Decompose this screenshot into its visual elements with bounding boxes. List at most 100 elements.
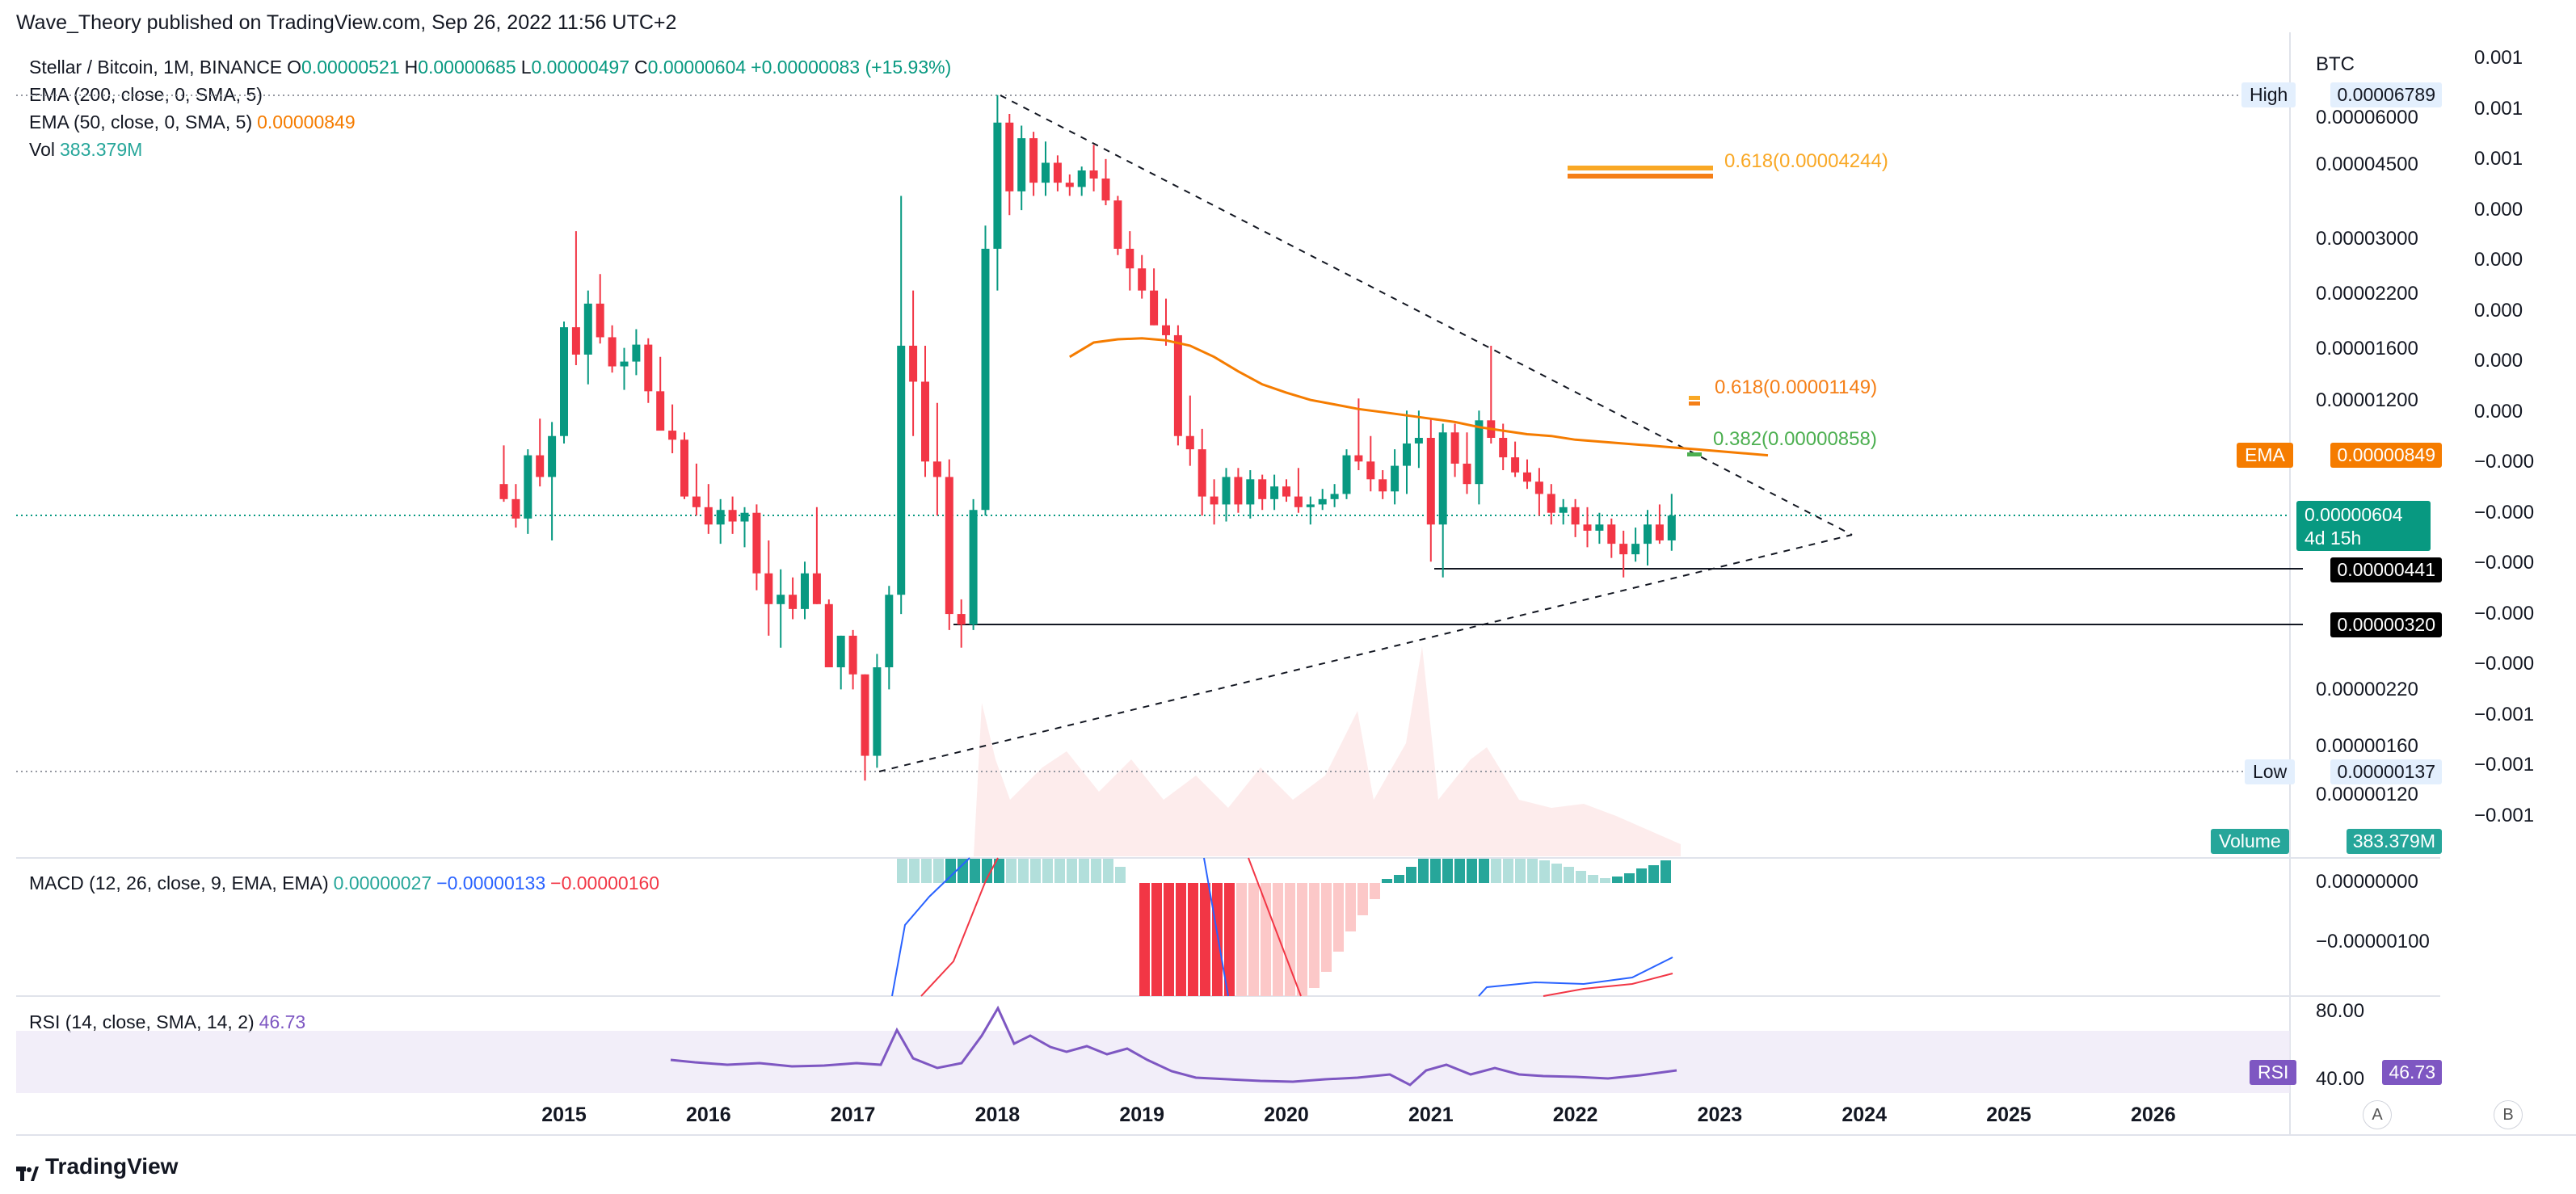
candle-body xyxy=(656,391,665,431)
macd-bar xyxy=(1261,883,1271,996)
candle xyxy=(1438,423,1447,578)
macd-bar xyxy=(1515,859,1526,883)
candle xyxy=(1475,410,1484,505)
macd-bar xyxy=(1273,883,1283,996)
candle xyxy=(824,599,833,668)
fib-top-line-2 xyxy=(1568,174,1713,179)
candle-body xyxy=(1318,498,1327,505)
macd-value-histogram: 0.00000027 xyxy=(333,872,432,893)
candle-body xyxy=(1138,268,1147,291)
macd-bar xyxy=(1139,883,1150,996)
volume-badge-name: Volume xyxy=(2211,829,2289,854)
candle xyxy=(1607,518,1616,558)
candle xyxy=(1113,195,1122,255)
candle xyxy=(499,445,508,502)
macd-bar xyxy=(1491,859,1501,883)
secondary-tick: 0.000 xyxy=(2474,299,2523,322)
candle xyxy=(1426,418,1435,562)
low-badge-name: Low xyxy=(2245,759,2296,784)
candle-body xyxy=(801,573,809,609)
candle-body xyxy=(1559,507,1568,513)
candle xyxy=(511,484,520,528)
candle-body xyxy=(740,512,749,522)
candle xyxy=(583,290,592,385)
macd-bar xyxy=(1588,875,1598,883)
price-tick: 0.00002200 xyxy=(2316,283,2418,305)
auto-scale-button[interactable]: A xyxy=(2363,1100,2392,1129)
macd-value-line: −0.00000133 xyxy=(436,872,546,893)
candle-body xyxy=(764,573,773,604)
macd-bar xyxy=(982,859,992,883)
high-label: H xyxy=(404,57,419,78)
volume-area xyxy=(974,646,1681,856)
current-price-value: 0.00000604 xyxy=(2305,504,2403,525)
log-scale-button[interactable]: B xyxy=(2494,1100,2523,1129)
candle xyxy=(848,629,857,690)
macd-tick-1: −0.00000100 xyxy=(2316,931,2430,952)
macd-bar xyxy=(1454,859,1465,883)
vol-value: 383.379M xyxy=(59,139,143,160)
year-label: 2017 xyxy=(830,1104,876,1126)
year-label: 2018 xyxy=(974,1104,1021,1126)
candle xyxy=(1017,125,1026,211)
macd-bar xyxy=(1188,883,1198,996)
candle xyxy=(752,504,761,591)
macd-bar xyxy=(1224,883,1235,996)
support2-badge: 0.00000320 xyxy=(2330,612,2442,637)
macd-line xyxy=(891,857,1673,997)
candle xyxy=(1053,155,1062,191)
fib-mid-label: 0.618(0.00001149) xyxy=(1715,376,1878,398)
macd-bar xyxy=(1636,868,1647,883)
candle-body xyxy=(1234,477,1243,505)
candle-body xyxy=(1391,465,1400,492)
candle xyxy=(1534,468,1543,516)
candle-body xyxy=(536,455,545,477)
ema50-value: 0.00000849 xyxy=(257,111,356,132)
fib-top-line-1 xyxy=(1568,166,1713,170)
candle xyxy=(1619,530,1628,578)
candle xyxy=(596,274,604,344)
candle-body xyxy=(789,595,798,609)
candle xyxy=(1270,474,1279,511)
candle-body xyxy=(945,477,953,615)
macd-bar xyxy=(1297,883,1307,996)
candle-body xyxy=(728,510,737,522)
price-tick: 0.00003000 xyxy=(2316,228,2418,250)
candle xyxy=(524,449,532,534)
macd-bar xyxy=(1394,875,1404,883)
macd-legend: MACD (12, 26, close, 9, EMA, EMA) 0.00000… xyxy=(29,872,664,894)
secondary-tick: −0.001 xyxy=(2474,804,2535,826)
vol-label: Vol xyxy=(29,139,55,160)
macd-bar xyxy=(1236,883,1247,996)
candle xyxy=(632,329,641,376)
price-tick: 0.00004500 xyxy=(2316,153,2418,175)
candle-body xyxy=(1077,170,1086,187)
candle-body xyxy=(1126,248,1134,269)
macd-bar xyxy=(1382,879,1392,883)
candle-body xyxy=(1042,162,1050,183)
candle xyxy=(1042,141,1050,196)
published-info: Wave_Theory published on TradingView.com… xyxy=(16,11,677,34)
candle-body xyxy=(921,381,929,462)
price-tick: 0.00001600 xyxy=(2316,338,2418,359)
macd-bar xyxy=(1345,883,1356,931)
ema50-legend: EMA (50, close, 0, SMA, 5) 0.00000849 xyxy=(29,111,360,133)
year-label: 2015 xyxy=(541,1104,587,1126)
year-label: 2026 xyxy=(2130,1104,2176,1126)
rsi-line xyxy=(670,1005,1677,1087)
macd-bar xyxy=(1054,859,1065,883)
candle-body xyxy=(1511,457,1520,473)
fib-low-label: 0.382(0.00000858) xyxy=(1713,428,1877,450)
candle-body xyxy=(836,635,845,668)
rsi-label: RSI (14, close, SMA, 14, 2) xyxy=(29,1011,255,1032)
footer-brand: TradingView xyxy=(16,1154,178,1181)
price-tick: 0.00000160 xyxy=(2316,735,2418,757)
candle-body xyxy=(571,327,580,355)
candle xyxy=(909,290,918,436)
candle xyxy=(1366,435,1375,492)
macd-bar xyxy=(994,859,1004,883)
candle xyxy=(644,338,653,403)
candle-body xyxy=(1414,437,1423,444)
candle-body xyxy=(1438,432,1447,525)
